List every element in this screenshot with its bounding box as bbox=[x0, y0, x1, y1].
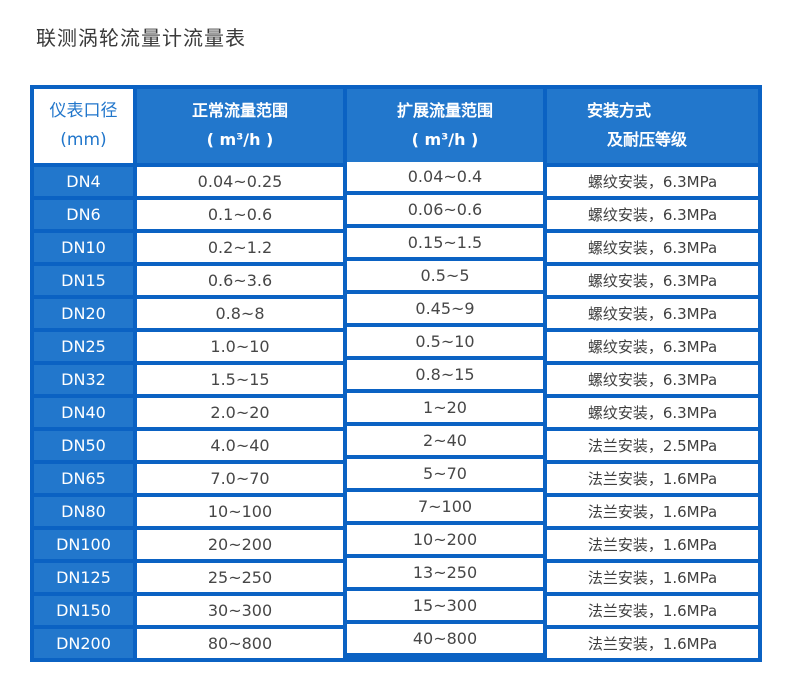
normal-range-cell: 0.1~0.6 bbox=[137, 200, 343, 229]
installation-cell: 螺纹安装，6.3MPa bbox=[547, 167, 758, 196]
extended-range-cell: 0.45~9 bbox=[347, 294, 543, 323]
extended-range-cell: 40~800 bbox=[347, 624, 543, 653]
normal-range-cell: 0.8~8 bbox=[137, 299, 343, 328]
size-cell: DN80 bbox=[34, 497, 133, 526]
installation-cell: 法兰安装，1.6MPa bbox=[547, 563, 758, 592]
extended-range-cell: 0.04~0.4 bbox=[347, 162, 543, 191]
installation-cell: 螺纹安装，6.3MPa bbox=[547, 332, 758, 361]
size-cell: DN6 bbox=[34, 200, 133, 229]
table-header-row: 仪表口径 (mm) 正常流量范围 ( m³/h ) 扩展流量范围 ( m³/h … bbox=[34, 89, 758, 163]
extended-range-cell: 0.8~15 bbox=[347, 360, 543, 389]
installation-cell: 法兰安装，1.6MPa bbox=[547, 530, 758, 559]
table-row-dn25: DN25 1.0~10 0.5~10 螺纹安装，6.3MPa bbox=[34, 327, 758, 361]
header-size-line2: (mm) bbox=[60, 130, 107, 150]
header-installation-line1: 安装方式 bbox=[587, 101, 652, 121]
table-row-dn15: DN15 0.6~3.6 0.5~5 螺纹安装，6.3MPa bbox=[34, 261, 758, 295]
size-cell: DN200 bbox=[34, 629, 133, 658]
normal-range-cell: 0.6~3.6 bbox=[137, 266, 343, 295]
installation-cell: 法兰安装，1.6MPa bbox=[547, 596, 758, 625]
installation-cell: 螺纹安装，6.3MPa bbox=[547, 266, 758, 295]
size-cell: DN125 bbox=[34, 563, 133, 592]
header-extended-line1: 扩展流量范围 bbox=[396, 101, 493, 121]
table-row-dn6: DN6 0.1~0.6 0.06~0.6 螺纹安装，6.3MPa bbox=[34, 195, 758, 229]
extended-range-cell: 13~250 bbox=[347, 558, 543, 587]
installation-cell: 螺纹安装，6.3MPa bbox=[547, 398, 758, 427]
size-cell: DN40 bbox=[34, 398, 133, 427]
size-cell: DN150 bbox=[34, 596, 133, 625]
extended-range-cell: 15~300 bbox=[347, 591, 543, 620]
table-row-dn80: DN80 10~100 7~100 法兰安装，1.6MPa bbox=[34, 492, 758, 526]
table-row-dn125: DN125 25~250 13~250 法兰安装，1.6MPa bbox=[34, 558, 758, 592]
normal-range-cell: 1.0~10 bbox=[137, 332, 343, 361]
size-cell: DN32 bbox=[34, 365, 133, 394]
installation-cell: 螺纹安装，6.3MPa bbox=[547, 299, 758, 328]
size-cell: DN65 bbox=[34, 464, 133, 493]
page-title: 联测涡轮流量计流量表 bbox=[36, 26, 246, 50]
normal-range-cell: 20~200 bbox=[137, 530, 343, 559]
header-normal-range: 正常流量范围 ( m³/h ) bbox=[137, 89, 343, 163]
header-normal-line2: ( m³/h ) bbox=[206, 130, 274, 149]
header-normal-line1: 正常流量范围 bbox=[191, 101, 288, 121]
installation-cell: 螺纹安装，6.3MPa bbox=[547, 365, 758, 394]
normal-range-cell: 7.0~70 bbox=[137, 464, 343, 493]
header-installation-text: 安装方式 及耐压等级 bbox=[587, 97, 687, 155]
table-row-dn65: DN65 7.0~70 5~70 法兰安装，1.6MPa bbox=[34, 459, 758, 493]
table-row-dn40: DN40 2.0~20 1~20 螺纹安装，6.3MPa bbox=[34, 393, 758, 427]
extended-range-cell: 5~70 bbox=[347, 459, 543, 488]
table-row-dn10: DN10 0.2~1.2 0.15~1.5 螺纹安装，6.3MPa bbox=[34, 228, 758, 262]
size-cell: DN10 bbox=[34, 233, 133, 262]
normal-range-cell: 2.0~20 bbox=[137, 398, 343, 427]
table-row-dn200: DN200 80~800 40~800 法兰安装，1.6MPa bbox=[34, 624, 758, 658]
installation-cell: 法兰安装，1.6MPa bbox=[547, 629, 758, 658]
normal-range-cell: 80~800 bbox=[137, 629, 343, 658]
header-extended-range: 扩展流量范围 ( m³/h ) bbox=[347, 89, 543, 163]
size-cell: DN20 bbox=[34, 299, 133, 328]
extended-range-cell: 2~40 bbox=[347, 426, 543, 455]
table-row-dn4: DN4 0.04~0.25 0.04~0.4 螺纹安装，6.3MPa bbox=[34, 162, 758, 196]
size-cell: DN15 bbox=[34, 266, 133, 295]
extended-range-cell: 1~20 bbox=[347, 393, 543, 422]
normal-range-cell: 10~100 bbox=[137, 497, 343, 526]
extended-range-cell: 0.15~1.5 bbox=[347, 228, 543, 257]
size-cell: DN50 bbox=[34, 431, 133, 460]
installation-cell: 法兰安装，2.5MPa bbox=[547, 431, 758, 460]
table-row-dn150: DN150 30~300 15~300 法兰安装，1.6MPa bbox=[34, 591, 758, 625]
header-size: 仪表口径 (mm) bbox=[34, 89, 133, 163]
size-cell: DN100 bbox=[34, 530, 133, 559]
normal-range-cell: 0.04~0.25 bbox=[137, 167, 343, 196]
table-row-dn50: DN50 4.0~40 2~40 法兰安装，2.5MPa bbox=[34, 426, 758, 460]
header-extended-line2: ( m³/h ) bbox=[411, 130, 479, 149]
table-row-dn100: DN100 20~200 10~200 法兰安装，1.6MPa bbox=[34, 525, 758, 559]
normal-range-cell: 25~250 bbox=[137, 563, 343, 592]
installation-cell: 螺纹安装，6.3MPa bbox=[547, 200, 758, 229]
normal-range-cell: 1.5~15 bbox=[137, 365, 343, 394]
size-cell: DN25 bbox=[34, 332, 133, 361]
size-cell: DN4 bbox=[34, 167, 133, 196]
table-row-dn32: DN32 1.5~15 0.8~15 螺纹安装，6.3MPa bbox=[34, 360, 758, 394]
normal-range-cell: 4.0~40 bbox=[137, 431, 343, 460]
extended-range-cell: 0.06~0.6 bbox=[347, 195, 543, 224]
normal-range-cell: 0.2~1.2 bbox=[137, 233, 343, 262]
extended-range-cell: 7~100 bbox=[347, 492, 543, 521]
extended-range-cell: 0.5~10 bbox=[347, 327, 543, 356]
extended-range-cell: 10~200 bbox=[347, 525, 543, 554]
header-size-line1: 仪表口径 bbox=[49, 101, 118, 122]
installation-cell: 法兰安装，1.6MPa bbox=[547, 464, 758, 493]
header-installation-line2: 及耐压等级 bbox=[607, 130, 688, 149]
table-row-dn20: DN20 0.8~8 0.45~9 螺纹安装，6.3MPa bbox=[34, 294, 758, 328]
extended-range-cell: 0.5~5 bbox=[347, 261, 543, 290]
normal-range-cell: 30~300 bbox=[137, 596, 343, 625]
installation-cell: 法兰安装，1.6MPa bbox=[547, 497, 758, 526]
flow-meter-spec-table: 仪表口径 (mm) 正常流量范围 ( m³/h ) 扩展流量范围 ( m³/h … bbox=[30, 85, 762, 662]
installation-cell: 螺纹安装，6.3MPa bbox=[547, 233, 758, 262]
header-installation: 安装方式 及耐压等级 bbox=[547, 89, 758, 163]
